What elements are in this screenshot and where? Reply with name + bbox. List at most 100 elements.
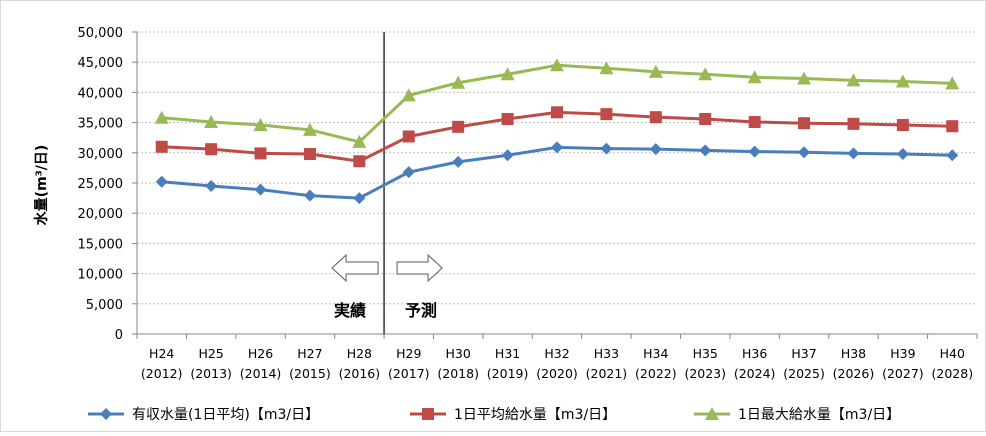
y-tick-label: 50,000	[78, 26, 124, 41]
series-1	[155, 141, 959, 205]
data-point	[798, 117, 811, 130]
x-tick-label: H24	[149, 346, 174, 361]
y-tick-label: 10,000	[78, 268, 124, 283]
data-point	[451, 75, 466, 89]
legend-marker	[100, 408, 112, 420]
data-point	[501, 149, 514, 162]
data-point	[699, 112, 712, 125]
x-tick-label-year: (2026)	[833, 366, 875, 381]
x-tick-label-year: (2018)	[437, 366, 479, 381]
x-axis: H24 (2012) H25 (2013) H26 (2014) H27 (2015) H28 (…	[136, 333, 978, 381]
data-point	[353, 192, 366, 205]
data-point	[254, 147, 267, 160]
actual-label: 実績	[334, 301, 366, 320]
y-axis: 0 5,000 10,000 15,000 20,000 25,000 30,000 35,0…	[78, 26, 138, 343]
x-tick-label: H29	[396, 346, 421, 361]
data-point	[896, 148, 909, 161]
legend: 有収水量(1日平均)【m3/日】 1日平均給水量【m3/日】 1日最大給水量【m3/…	[88, 407, 900, 423]
data-point	[205, 180, 218, 193]
legend-item: 有収水量(1日平均)【m3/日】	[88, 407, 319, 423]
data-point	[253, 118, 268, 132]
data-point	[500, 67, 515, 81]
data-point	[946, 149, 959, 162]
data-point	[550, 58, 564, 72]
y-tick-label: 40,000	[78, 86, 124, 101]
data-point	[501, 112, 514, 125]
x-tick-label-year: (2012)	[141, 366, 183, 381]
x-tick-label-year: (2024)	[734, 366, 776, 381]
data-point	[649, 143, 662, 156]
series-lines	[154, 58, 960, 205]
data-point	[946, 120, 959, 133]
x-tick-label-year: (2021)	[586, 366, 628, 381]
x-tick-label-year: (2020)	[536, 366, 578, 381]
data-point	[551, 106, 563, 119]
series-3	[154, 58, 960, 148]
legend-marker	[705, 407, 719, 420]
data-point	[648, 64, 663, 78]
x-tick-label-year: (2028)	[932, 366, 974, 381]
y-tick-label: 20,000	[78, 207, 124, 222]
data-point	[600, 108, 613, 121]
data-point	[699, 144, 712, 157]
legend-item: 1日最大給水量【m3/日】	[694, 407, 900, 423]
x-tick-label-year: (2023)	[684, 366, 726, 381]
data-point	[254, 183, 267, 196]
x-tick-label: H27	[297, 346, 322, 361]
data-point	[798, 146, 811, 159]
x-tick-label: H32	[544, 346, 569, 361]
data-point	[847, 147, 860, 160]
y-tick-label: 35,000	[78, 117, 124, 132]
x-tick-label: H34	[643, 346, 668, 361]
data-point	[945, 76, 960, 90]
legend-label: 有収水量(1日平均)【m3/日】	[132, 407, 319, 423]
x-tick-label-year: (2025)	[783, 366, 825, 381]
y-tick-label: 15,000	[78, 237, 124, 252]
data-point	[846, 73, 861, 87]
x-tick-label: H35	[693, 346, 718, 361]
data-point	[452, 120, 465, 133]
data-point	[155, 140, 168, 153]
data-point	[748, 115, 761, 128]
data-point	[352, 134, 367, 148]
x-tick-label-year: (2017)	[388, 366, 430, 381]
data-point	[401, 88, 416, 102]
x-tick-label: H37	[791, 346, 816, 361]
data-point	[797, 71, 812, 85]
y-tick-label: 25,000	[78, 177, 124, 192]
data-point	[847, 117, 860, 130]
x-tick-label: H31	[495, 346, 520, 361]
data-point	[155, 175, 168, 188]
x-tick-label-year: (2016)	[339, 366, 381, 381]
x-tick-label: H30	[446, 346, 471, 361]
x-tick-label: H36	[742, 346, 767, 361]
data-point	[302, 122, 317, 136]
data-point	[600, 142, 613, 155]
data-point	[649, 111, 662, 124]
x-tick-label: H38	[841, 346, 866, 361]
left-arrow-icon	[331, 253, 379, 283]
data-point	[551, 141, 563, 154]
data-point	[747, 70, 762, 84]
x-tick-label-year: (2019)	[487, 366, 529, 381]
y-axis-title: 水量(m³/日)	[33, 145, 50, 226]
data-point	[303, 148, 316, 161]
data-point	[748, 145, 761, 158]
forecast-label: 予測	[405, 301, 437, 320]
data-point	[402, 130, 415, 143]
x-tick-label-year: (2015)	[289, 366, 331, 381]
x-tick-label-year: (2014)	[240, 366, 282, 381]
series-2	[155, 106, 959, 168]
data-point	[452, 155, 465, 168]
data-point	[154, 110, 169, 124]
x-tick-label: H39	[890, 346, 915, 361]
data-point	[204, 114, 219, 128]
legend-label: 1日平均給水量【m3/日】	[454, 407, 616, 423]
legend-item: 1日平均給水量【m3/日】	[410, 407, 616, 423]
y-tick-label: 0	[115, 328, 123, 343]
data-point	[205, 143, 218, 156]
x-tick-label: H40	[940, 346, 965, 361]
x-tick-label-year: (2013)	[190, 366, 232, 381]
